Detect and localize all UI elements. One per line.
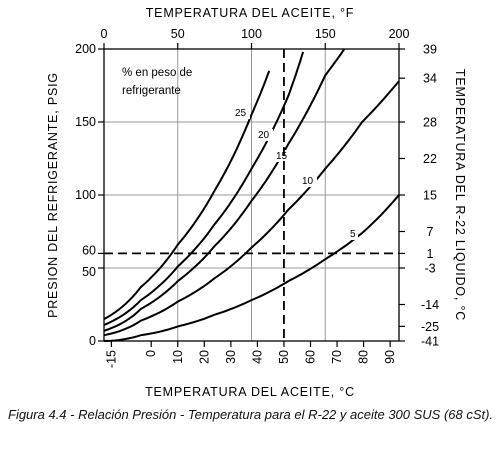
left-axis-tick-label: 200 xyxy=(75,42,96,56)
annotation-text: % en peso de refrigerante xyxy=(122,67,192,97)
bottom-axis-tick-label: 30 xyxy=(224,350,238,364)
top-axis-title: TEMPERATURA DEL ACEITE, °F xyxy=(146,6,354,20)
annotation-line: refrigerante xyxy=(122,85,181,97)
curve-label-5: 5 xyxy=(350,229,356,240)
curve-label-bg xyxy=(232,107,250,119)
curve-15-percent xyxy=(103,48,346,332)
curve-label-15: 15 xyxy=(276,151,288,162)
bottom-axis-tick-label: 40 xyxy=(250,350,264,364)
bottom-axis-tick-label: 60 xyxy=(304,350,318,364)
curve-label-bg xyxy=(273,150,291,162)
reference-lines xyxy=(104,49,399,341)
right-axis-tick-label: 22 xyxy=(423,152,437,166)
curve-25-percent xyxy=(103,70,271,320)
curve-label-bg xyxy=(347,228,358,240)
right-axis-tick-label: 39 xyxy=(423,43,437,57)
bottom-axis-tick-label: 20 xyxy=(197,350,211,364)
left-axis-tick-label: 0 xyxy=(89,334,96,348)
left-axis-tick-label: 60 xyxy=(82,243,96,257)
curve-label-25: 25 xyxy=(235,108,247,119)
left-axis-tick-label: 150 xyxy=(75,115,96,129)
right-axis-tick-label: -41 xyxy=(421,335,439,349)
curve-5-percent xyxy=(103,194,400,342)
curve-10-percent xyxy=(103,80,400,337)
right-axis-tick-label: 1 xyxy=(427,247,434,261)
right-axis-tick-label: 34 xyxy=(423,72,437,86)
bottom-axis-tick-label: 80 xyxy=(357,350,371,364)
right-axis-tick-label: 7 xyxy=(427,225,434,239)
left-axis-title: PRESION DEL REFRIGERANTE, PSIG xyxy=(46,72,60,318)
curves-group: 25 20 15 10 5 xyxy=(103,48,400,342)
bottom-axis-tick-label: 10 xyxy=(171,350,185,364)
curve-label-bg xyxy=(255,129,273,141)
bottom-axis-title: TEMPERATURA DEL ACEITE, °C xyxy=(145,385,355,399)
right-axis-tick-label: -14 xyxy=(421,298,439,312)
bottom-axis-tick-label: 70 xyxy=(330,350,344,364)
bottom-axis-tick-label: 90 xyxy=(383,350,397,364)
curve-20-percent xyxy=(103,51,305,326)
figure-caption: Figura 4.4 - Relación Presión - Temperat… xyxy=(8,407,494,422)
left-axis-tick-label: 100 xyxy=(75,188,96,202)
right-axis-title: TEMPERATURA DEL R-22 LIQUIDO, °C xyxy=(453,69,467,321)
top-axis-tick-label: 100 xyxy=(241,27,262,41)
top-axis-tick-label: 50 xyxy=(171,27,185,41)
curve-label-bg xyxy=(299,175,317,187)
curve-label-20: 20 xyxy=(258,130,270,141)
right-axis-tick-label: -25 xyxy=(421,320,439,334)
top-axis-tick-label: 200 xyxy=(389,27,410,41)
top-axis-tick-label: 150 xyxy=(315,27,336,41)
right-axis-tick-label: -3 xyxy=(424,262,435,276)
right-axis-tick-label: 15 xyxy=(423,189,437,203)
bottom-axis-tick-label: -15 xyxy=(104,350,118,368)
left-axis-tick-label: 50 xyxy=(82,265,96,279)
annotation-line: % en peso de xyxy=(122,67,192,79)
bottom-axis-tick-label: 50 xyxy=(277,350,291,364)
bottom-axis-tick-label: 0 xyxy=(144,350,158,357)
curve-label-10: 10 xyxy=(302,176,314,187)
top-axis-tick-label: 0 xyxy=(101,27,108,41)
right-axis-tick-label: 28 xyxy=(423,116,437,130)
